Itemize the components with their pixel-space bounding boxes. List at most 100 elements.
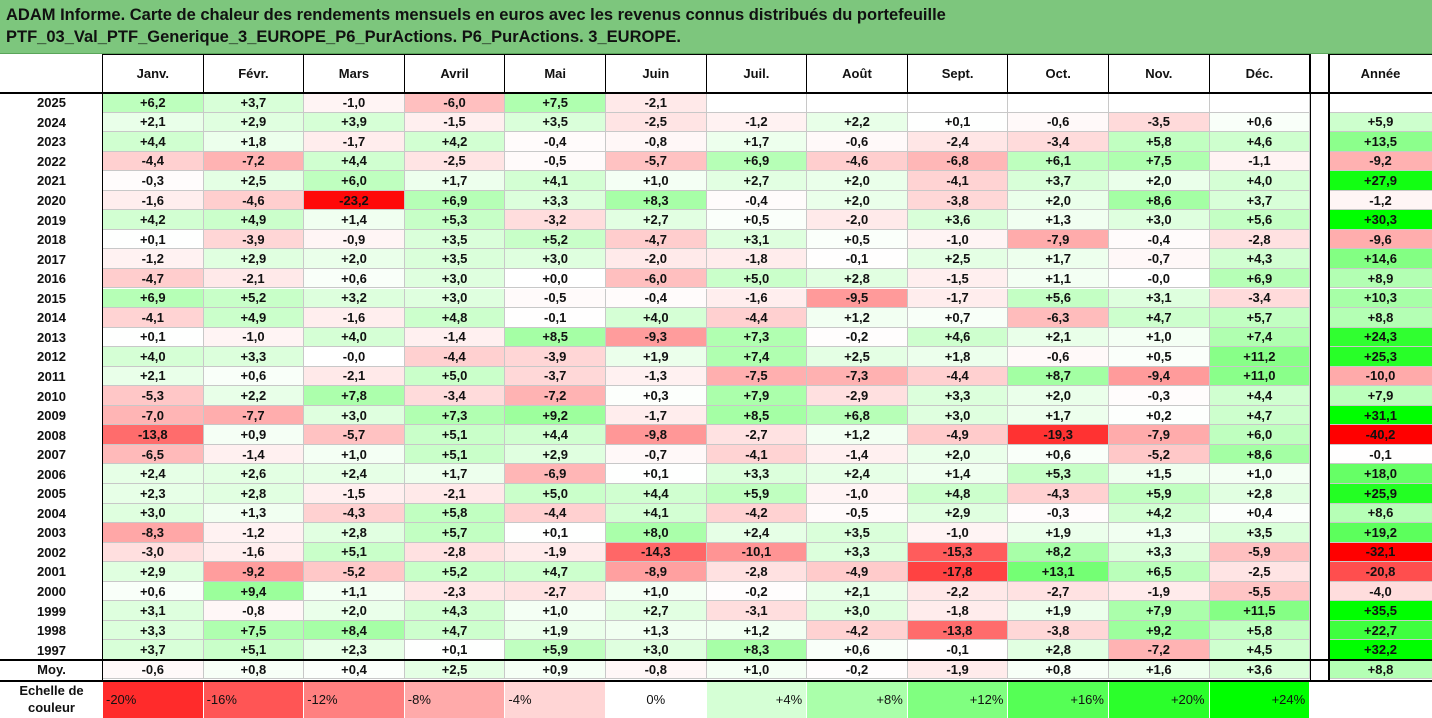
heatmap-cell: -2,9 — [807, 386, 908, 406]
report-title-line-2: PTF_03_Val_PTF_Generique_3_EUROPE_P6_Pur… — [6, 28, 681, 46]
heatmap-cell: +3,3 — [505, 190, 606, 211]
heatmap-cell: +3,3 — [203, 347, 305, 367]
heatmap-cell: +2,9 — [203, 249, 305, 269]
heatmap-cell: +3,0 — [103, 503, 204, 524]
heatmap-cell: +1,0 — [1209, 464, 1311, 484]
annual-left-border — [1328, 54, 1330, 681]
heatmap-cell: -0,3 — [1109, 386, 1210, 406]
title-band: ADAM Informe. Carte de chaleur des rende… — [0, 0, 1432, 54]
heatmap-cell: +0,5 — [1109, 347, 1210, 367]
heatmap-cell: +3,7 — [203, 93, 305, 113]
heatmap-cell: +8,3 — [606, 190, 707, 211]
heatmap-cell — [907, 93, 1009, 113]
average-cell: -0,8 — [606, 659, 707, 680]
heatmap-cell: -3,4 — [404, 386, 506, 406]
heatmap-cell: +1,9 — [1008, 601, 1109, 621]
heatmap-cell: -4,6 — [203, 190, 305, 211]
heatmap-cell: +7,5 — [203, 620, 305, 641]
heatmap-cell: -2,1 — [404, 484, 506, 504]
heatmap-cell: +2,0 — [304, 249, 405, 269]
annual-cell: -40,2 — [1329, 425, 1432, 445]
heatmap-cell: +5,8 — [404, 503, 506, 524]
heatmap-cell: -7,9 — [1109, 425, 1210, 445]
heatmap-cell: +3,0 — [907, 405, 1009, 426]
heatmap-cell: -9,8 — [606, 425, 707, 445]
heatmap-cell: -1,6 — [203, 542, 305, 563]
heatmap-cell: +3,7 — [1209, 190, 1311, 211]
heatmap-cell: -15,3 — [907, 542, 1009, 563]
heatmap-cell: +2,3 — [103, 484, 204, 504]
heatmap-cell: -0,7 — [1109, 249, 1210, 269]
heatmap-cell: +3,0 — [304, 405, 405, 426]
heatmap-cell: -0,4 — [1109, 229, 1210, 250]
average-cell: +0,4 — [304, 659, 405, 680]
heatmap-cell: -1,2 — [103, 249, 204, 269]
heatmap-cell: -8,3 — [103, 523, 204, 543]
heatmap-cell: +4,7 — [404, 620, 506, 641]
heatmap-cell: +0,6 — [1209, 112, 1311, 133]
heatmap-cell: +2,9 — [907, 503, 1009, 524]
heatmap-cell: -1,8 — [907, 601, 1009, 621]
heatmap-cell: +4,4 — [606, 484, 707, 504]
heatmap-cell: -6,8 — [907, 151, 1009, 172]
heatmap-cell: -1,0 — [907, 229, 1009, 250]
heatmap-cell: +7,9 — [1109, 601, 1210, 621]
heatmap-cell: +4,5 — [1209, 640, 1311, 660]
heatmap-cell: +1,8 — [907, 347, 1009, 367]
heatmap-cell: -2,1 — [606, 93, 707, 113]
month-header: Juil. — [707, 54, 808, 93]
heatmap-cell: +8,5 — [706, 405, 808, 426]
heatmap-cell: +4,6 — [907, 327, 1009, 348]
heatmap-cell: +6,5 — [1109, 562, 1210, 582]
annual-cell: +8,9 — [1329, 268, 1432, 289]
heatmap-cell: -4,2 — [807, 620, 908, 641]
heatmap-cell: -7,2 — [505, 386, 606, 406]
heatmap-cell: -6,5 — [103, 444, 204, 465]
heatmap-cell: -0,8 — [203, 601, 305, 621]
heatmap-cell: +13,1 — [1008, 562, 1109, 582]
heatmap-cell: -2,8 — [404, 542, 506, 563]
heatmap-cell: +7,5 — [505, 93, 606, 113]
heatmap-cell: -2,8 — [706, 562, 808, 582]
heatmap-cell: -1,8 — [706, 249, 808, 269]
year-label: 2020 — [37, 193, 66, 209]
color-scale-stop: -8% — [404, 680, 506, 718]
heatmap-cell: +4,2 — [404, 132, 506, 152]
annual-cell: +30,3 — [1329, 210, 1432, 230]
annual-cell: +5,9 — [1329, 112, 1432, 133]
heatmap-cell: +5,7 — [404, 523, 506, 543]
year-label: 2016 — [37, 271, 66, 287]
heatmap-cell: +2,0 — [807, 190, 908, 211]
year-label: 2007 — [37, 447, 66, 463]
heatmap-cell: -5,2 — [304, 562, 405, 582]
heatmap-cell: -3,7 — [505, 366, 606, 387]
heatmap-cell: +1,4 — [907, 464, 1009, 484]
heatmap-cell: +3,3 — [1109, 542, 1210, 563]
color-scale-stop: +24% — [1209, 680, 1311, 718]
year-label: 2001 — [37, 564, 66, 580]
heatmap-cell: +3,5 — [1209, 523, 1311, 543]
heatmap-cell: +0,6 — [1008, 444, 1109, 465]
heatmap-cell: -5,5 — [1209, 581, 1311, 602]
heatmap-cell: -4,4 — [103, 151, 204, 172]
heatmap-cell: +3,3 — [103, 620, 204, 641]
heatmap-cell: -1,5 — [304, 484, 405, 504]
heatmap-cell: -2,3 — [404, 581, 506, 602]
heatmap-cell: +0,6 — [103, 581, 204, 602]
heatmap-cell: +0,1 — [505, 523, 606, 543]
year-label: 2008 — [37, 427, 66, 443]
heatmap-cell: -7,2 — [1109, 640, 1210, 660]
heatmap-cell: +1,0 — [1109, 327, 1210, 348]
heatmap-cell: +3,0 — [1109, 210, 1210, 230]
heatmap-cell: +4,9 — [203, 210, 305, 230]
heatmap-cell: -4,4 — [505, 503, 606, 524]
year-label: 2017 — [37, 251, 66, 267]
heatmap-cell: +3,5 — [404, 229, 506, 250]
heatmap-cell: +3,0 — [606, 640, 707, 660]
heatmap-cell: -0,5 — [807, 503, 908, 524]
heatmap-cell: -3,4 — [1008, 132, 1109, 152]
heatmap-cell: +4,7 — [505, 562, 606, 582]
heatmap-cell: -0,1 — [505, 308, 606, 328]
heatmap-cell: +4,4 — [103, 132, 204, 152]
heatmap-cell: +0,0 — [505, 268, 606, 289]
